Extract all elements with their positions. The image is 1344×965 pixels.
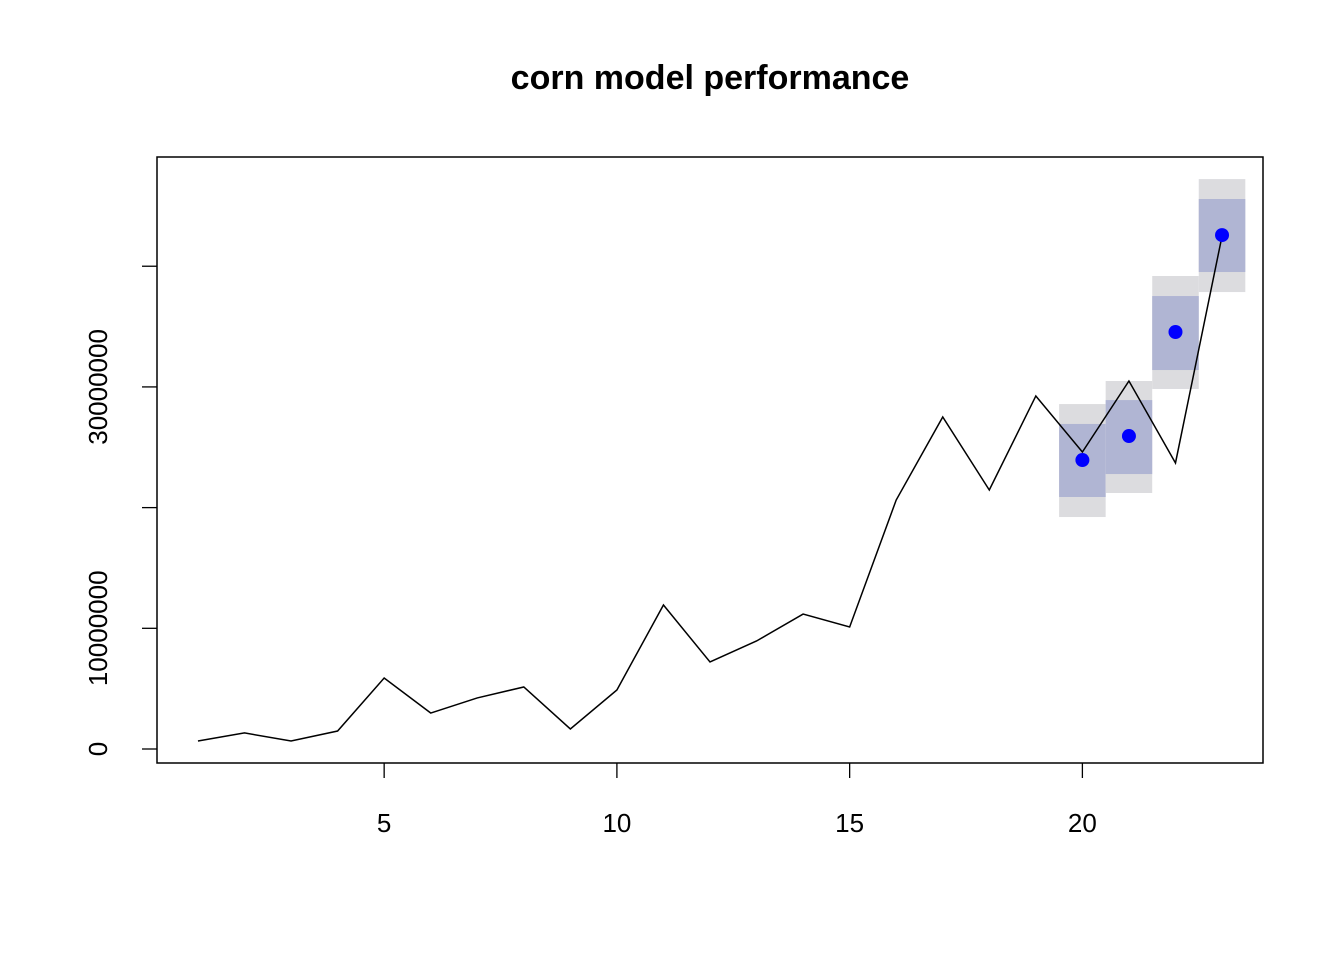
y-tick-label: 0 [83,742,113,756]
x-tick-label: 15 [835,808,864,838]
plot-frame [156,156,1264,764]
y-tick-label: 10000000 [83,570,113,686]
forecast-point [1075,453,1090,468]
forecast-point [1215,228,1230,243]
series-line [197,235,1223,742]
x-tick-label: 10 [602,808,631,838]
forecast-point [1121,429,1136,444]
x-tick-label: 5 [377,808,391,838]
chart-title: corn model performance [511,59,910,97]
x-tick-label: 20 [1068,808,1097,838]
y-tick-label: 30000000 [83,329,113,445]
forecast-point [1168,325,1183,340]
